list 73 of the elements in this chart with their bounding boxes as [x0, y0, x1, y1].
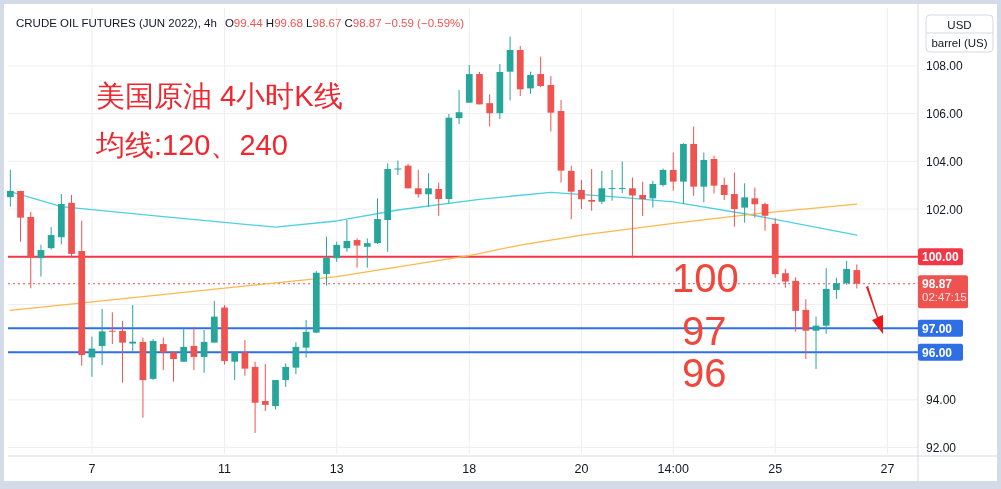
candlestick: [129, 304, 137, 352]
candlestick: [414, 169, 422, 199]
candlestick: [618, 161, 626, 194]
y-tick-label: 108.00: [926, 59, 964, 74]
candlestick: [720, 177, 728, 201]
x-tick-label: 18: [462, 462, 477, 476]
title: CRUDE OIL FUTURES (JUN 2022), 4h: [16, 17, 217, 29]
y-tick-label: 94.00: [926, 393, 957, 408]
candlestick: [486, 93, 494, 128]
candlestick: [527, 71, 534, 95]
x-tick-label: 14:00: [657, 462, 689, 476]
ref-line-label: 98.87: [922, 277, 953, 292]
candlestick: [741, 182, 748, 224]
candlestick: [98, 308, 106, 366]
ref-line-label: 100.00: [922, 250, 960, 265]
candlestick: [6, 169, 14, 208]
annotation: 96: [682, 351, 727, 395]
line-series: [9, 203, 858, 312]
x-tick-label: 7: [88, 462, 96, 476]
candlestick: [333, 241, 341, 263]
x-tick-label: 20: [574, 462, 589, 476]
candlestick: [302, 319, 310, 359]
candlestick: [567, 165, 575, 220]
ref-line-label: 97.00: [922, 321, 953, 336]
x-tick-label: 27: [880, 462, 895, 476]
candlestick: [506, 36, 514, 102]
candlestick: [241, 339, 249, 377]
x-tick-label: 25: [768, 462, 783, 476]
candlestick: [537, 56, 545, 88]
candlestick: [363, 237, 371, 269]
annotation: 美国原油 4小时K线: [96, 80, 343, 112]
x-tick-label: 11: [218, 462, 232, 476]
text: O99.44 H99.68 L98.67 C98.87 −0.59 (−0.59%): [224, 17, 465, 29]
candlestick: [261, 363, 269, 412]
y-tick-label: 92.00: [926, 441, 957, 456]
y-tick-label: 104.00: [926, 154, 964, 169]
candlestick: [47, 226, 55, 251]
candlestick: [159, 337, 167, 371]
candlestick: [231, 351, 239, 381]
candlestick: [425, 172, 432, 208]
candlestick: [731, 172, 738, 228]
candlestick: [843, 260, 850, 286]
candlestick: [323, 236, 330, 287]
candlestick: [588, 168, 596, 212]
candlestick: [180, 327, 188, 363]
candlestick: [353, 237, 361, 269]
candlestick: [282, 362, 290, 388]
candlestick: [853, 263, 861, 289]
annotation: 100: [672, 256, 739, 300]
candlestick: [629, 177, 636, 259]
candlestick: [751, 187, 759, 219]
y-axis-title: USD barrel (US): [931, 19, 988, 49]
candlestick: [802, 298, 810, 360]
candlestick: [108, 311, 116, 345]
text: 02:47:15: [922, 290, 967, 303]
candlestick: [761, 202, 769, 232]
x-tick-label: 13: [329, 462, 344, 476]
annotation: 均线:120、240: [95, 129, 288, 161]
candlestick: [292, 341, 300, 375]
candlestick: [669, 152, 677, 192]
candlestick: [598, 170, 606, 205]
y-tick-label: 102.00: [926, 202, 964, 217]
candlestick: [649, 180, 657, 209]
candlestick: [639, 181, 647, 217]
y-tick-label: 106.00: [926, 107, 964, 122]
ref-line-label: 96.00: [922, 345, 953, 360]
candlestick: [119, 320, 126, 384]
candlestick: [455, 89, 463, 125]
candlestick: [435, 182, 443, 217]
ylabel: USD barrel (US): [925, 14, 994, 53]
candlestick: [833, 277, 840, 300]
candlestick: [578, 179, 585, 210]
candlestick: [170, 351, 177, 383]
